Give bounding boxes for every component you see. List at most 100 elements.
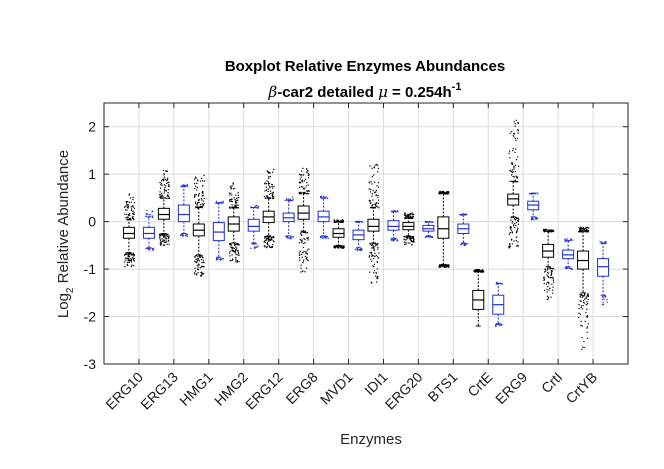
outlier-point: [268, 184, 270, 186]
outlier-point: [517, 129, 519, 131]
outlier-point: [320, 196, 322, 198]
outlier-point: [343, 245, 345, 247]
box-group-erg13-s2: [177, 183, 190, 237]
outlier-point: [376, 268, 378, 270]
box-group-erg13-s1: [157, 169, 170, 246]
outlier-point: [475, 269, 477, 271]
outlier-point: [229, 207, 231, 209]
outlier-point: [269, 176, 271, 178]
outlier-point: [535, 218, 537, 220]
outlier-point: [509, 243, 511, 245]
outlier-point: [376, 185, 378, 187]
outlier-point: [167, 177, 169, 179]
outlier-point: [578, 316, 580, 319]
outlier-point: [130, 208, 133, 210]
outlier-point: [303, 237, 305, 240]
outlier-point: [510, 219, 512, 221]
outlier-point: [376, 260, 378, 263]
outlier-point: [250, 206, 252, 208]
outlier-point: [306, 253, 308, 255]
outlier-point: [546, 291, 548, 293]
outlier-point: [571, 239, 573, 241]
outliers-hmg1-s1: [193, 174, 205, 277]
outlier-point: [195, 207, 197, 209]
outlier-point: [534, 193, 537, 195]
outlier-point: [586, 315, 588, 317]
outlier-point: [184, 186, 186, 188]
outlier-point: [237, 199, 239, 201]
outlier-point: [587, 227, 589, 229]
outlier-point: [264, 237, 266, 239]
outlier-point: [231, 259, 233, 261]
outlier-point: [266, 170, 268, 172]
outlier-point: [368, 200, 371, 202]
outlier-point: [238, 261, 240, 263]
outlier-point: [306, 182, 308, 184]
outliers-erg10-s1: [124, 193, 136, 268]
outlier-point: [369, 191, 372, 193]
outlier-point: [306, 257, 308, 259]
outlier-point: [375, 191, 377, 193]
outlier-point: [186, 235, 188, 237]
outlier-point: [478, 269, 480, 271]
outlier-point: [234, 198, 236, 201]
outlier-point: [441, 264, 443, 266]
outlier-point: [164, 187, 166, 189]
outlier-point: [444, 266, 446, 268]
outlier-point: [266, 239, 268, 241]
outlier-point: [236, 250, 238, 252]
outlier-point: [300, 267, 302, 269]
outlier-point: [339, 245, 341, 247]
box-group-erg20-s1: [402, 212, 415, 246]
outlier-point: [149, 247, 151, 249]
outlier-point: [511, 243, 513, 245]
outlier-point: [510, 226, 512, 228]
outlier-point: [229, 186, 231, 188]
outlier-point: [303, 231, 305, 233]
outlier-point: [235, 244, 237, 246]
outlier-point: [159, 182, 161, 184]
outlier-point: [132, 258, 134, 260]
outlier-point: [513, 136, 515, 138]
outlier-point: [308, 190, 310, 192]
outlier-point: [320, 196, 322, 198]
outlier-point: [463, 244, 465, 246]
outlier-point: [369, 200, 371, 202]
outlier-point: [371, 193, 374, 195]
outlier-point: [222, 202, 224, 204]
outlier-point: [130, 219, 132, 221]
outlier-point: [327, 237, 329, 240]
outlier-point: [165, 170, 167, 172]
outlier-point: [371, 195, 373, 197]
outlier-point: [498, 324, 500, 326]
outlier-point: [268, 177, 270, 179]
outlier-point: [369, 252, 371, 254]
outlier-point: [585, 229, 587, 231]
outlier-point: [299, 257, 301, 259]
outlier-point: [546, 288, 548, 291]
outlier-point: [231, 248, 233, 250]
outlier-point: [298, 242, 300, 244]
outlier-point: [324, 236, 326, 238]
outlier-point: [308, 174, 310, 176]
outlier-point: [371, 176, 373, 178]
box-group-erg10-s1: [122, 193, 136, 268]
outlier-point: [498, 323, 500, 325]
outlier-point: [508, 152, 510, 154]
outlier-point: [585, 297, 587, 299]
outlier-point: [394, 211, 396, 213]
outlier-point: [163, 179, 165, 182]
outlier-point: [429, 221, 431, 223]
outlier-point: [531, 193, 534, 195]
outlier-point: [372, 245, 374, 247]
outlier-point: [482, 269, 484, 271]
box-group-bts1-s1: [437, 190, 450, 268]
outlier-point: [302, 252, 304, 254]
outlier-point: [408, 216, 410, 218]
outlier-point: [356, 250, 358, 252]
outlier-point: [194, 194, 196, 196]
outlier-point: [604, 241, 606, 243]
outlier-point: [514, 164, 517, 167]
outlier-point: [131, 254, 133, 256]
outlier-point: [128, 194, 130, 196]
